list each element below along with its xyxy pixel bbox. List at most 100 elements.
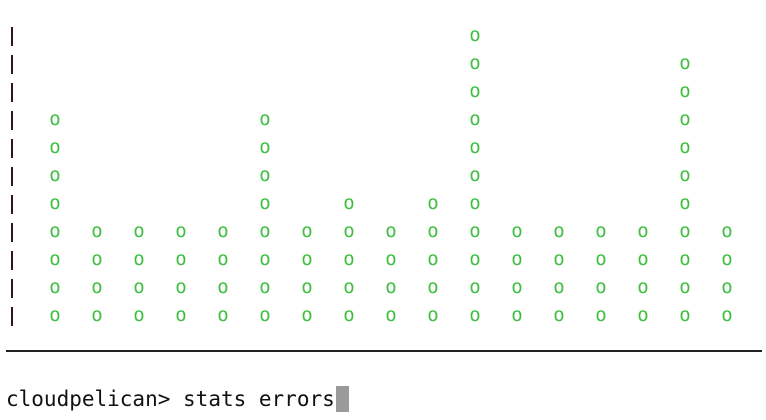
axis-bar-segment <box>11 55 13 74</box>
bar-marker: o <box>133 304 145 326</box>
axis-bar-segment <box>11 83 13 102</box>
bar-marker: o <box>511 220 523 242</box>
bar-marker: o <box>427 220 439 242</box>
bar-marker: o <box>469 24 481 46</box>
bar-marker: o <box>427 248 439 270</box>
bar-marker: o <box>133 276 145 298</box>
bar-marker: o <box>637 248 649 270</box>
bar-marker: o <box>343 192 355 214</box>
bar-marker: o <box>259 192 271 214</box>
bar-marker: o <box>637 304 649 326</box>
bar-marker: o <box>595 304 607 326</box>
bar-marker: o <box>343 304 355 326</box>
bar-marker: o <box>679 276 691 298</box>
bar-marker: o <box>259 248 271 270</box>
bar-marker: o <box>175 248 187 270</box>
bar-marker: o <box>595 276 607 298</box>
bar-marker: o <box>343 276 355 298</box>
command-line[interactable]: cloudpelican> stats errors <box>6 386 349 412</box>
bar-marker: o <box>511 248 523 270</box>
bar-marker: o <box>595 220 607 242</box>
bar-marker: o <box>259 304 271 326</box>
bar-marker: o <box>679 220 691 242</box>
bar-marker: o <box>721 304 733 326</box>
bar-marker: o <box>679 52 691 74</box>
bar-marker: o <box>259 164 271 186</box>
prompt-space <box>170 387 183 411</box>
bar-marker: o <box>49 248 61 270</box>
bar-marker: o <box>91 220 103 242</box>
bar-marker: o <box>343 220 355 242</box>
bar-marker: o <box>175 276 187 298</box>
axis-bar-segment <box>11 195 13 214</box>
chart-baseline <box>6 350 762 352</box>
bar-marker: o <box>259 136 271 158</box>
bar-marker: o <box>469 52 481 74</box>
bar-marker: o <box>49 108 61 130</box>
bar-marker: o <box>637 276 649 298</box>
bar-marker: o <box>721 248 733 270</box>
prompt-text: cloudpelican> <box>6 387 171 411</box>
bar-marker: o <box>385 276 397 298</box>
bar-marker: o <box>679 164 691 186</box>
bar-marker: o <box>217 248 229 270</box>
bar-marker: o <box>49 192 61 214</box>
bar-marker: o <box>49 220 61 242</box>
bar-marker: o <box>553 248 565 270</box>
axis-bar-segment <box>11 251 13 270</box>
bar-marker: o <box>511 276 523 298</box>
bar-marker: o <box>679 136 691 158</box>
bar-marker: o <box>469 108 481 130</box>
bar-marker: o <box>343 248 355 270</box>
bar-marker: o <box>469 164 481 186</box>
bar-marker: o <box>259 108 271 130</box>
bar-marker: o <box>721 276 733 298</box>
axis-bar-segment <box>11 279 13 298</box>
bar-marker: o <box>259 220 271 242</box>
bar-marker: o <box>133 220 145 242</box>
bar-marker: o <box>217 276 229 298</box>
bar-marker: o <box>721 220 733 242</box>
bar-marker: o <box>427 276 439 298</box>
bar-marker: o <box>679 304 691 326</box>
bar-marker: o <box>301 220 313 242</box>
bar-marker: o <box>301 248 313 270</box>
bar-marker: o <box>469 80 481 102</box>
bar-marker: o <box>91 304 103 326</box>
axis-bar-segment <box>11 167 13 186</box>
bar-marker: o <box>553 304 565 326</box>
bar-marker: o <box>427 192 439 214</box>
bar-marker: o <box>679 248 691 270</box>
bar-marker: o <box>49 276 61 298</box>
bar-marker: o <box>49 304 61 326</box>
axis-bar-segment <box>11 223 13 242</box>
axis-bar-segment <box>11 111 13 130</box>
bar-marker: o <box>133 248 145 270</box>
bar-marker: o <box>385 220 397 242</box>
command-text[interactable]: stats errors <box>183 387 335 411</box>
bar-marker: o <box>217 220 229 242</box>
bar-marker: o <box>427 304 439 326</box>
bar-marker: o <box>217 304 229 326</box>
bar-marker: o <box>301 276 313 298</box>
axis-bar-segment <box>11 307 13 326</box>
axis-bar-segment <box>11 139 13 158</box>
bar-marker: o <box>469 220 481 242</box>
bar-marker: o <box>595 248 607 270</box>
bar-marker: o <box>637 220 649 242</box>
bar-marker: o <box>385 248 397 270</box>
bar-marker: o <box>553 276 565 298</box>
bar-marker: o <box>469 248 481 270</box>
bar-marker: o <box>301 304 313 326</box>
bar-marker: o <box>469 192 481 214</box>
bar-marker: o <box>175 220 187 242</box>
bar-marker: o <box>469 136 481 158</box>
bar-marker: o <box>49 164 61 186</box>
axis-bar-segment <box>11 27 13 46</box>
text-cursor <box>335 386 349 412</box>
bar-marker: o <box>679 108 691 130</box>
bar-marker: o <box>469 304 481 326</box>
bar-marker: o <box>175 304 187 326</box>
bar-marker: o <box>679 80 691 102</box>
